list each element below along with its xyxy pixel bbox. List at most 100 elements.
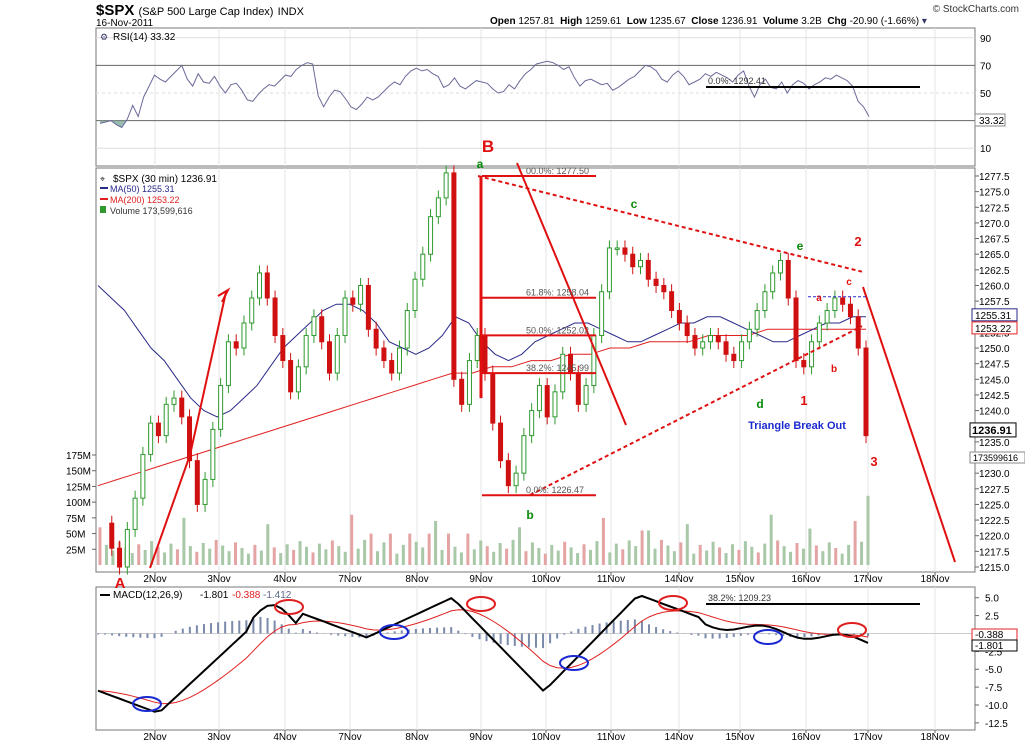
volume-bar bbox=[647, 530, 651, 565]
candle-body bbox=[218, 385, 224, 430]
fib-level-label: 38.2%: 1245.99 bbox=[526, 363, 589, 373]
candle-body bbox=[194, 460, 200, 505]
candle-body bbox=[451, 172, 457, 380]
macd-histogram-bar bbox=[224, 621, 227, 634]
crossover-circle bbox=[837, 622, 867, 638]
volume-bar bbox=[421, 547, 425, 565]
volume-bar bbox=[182, 517, 186, 565]
price-tick-label: 1217.5 bbox=[979, 547, 1010, 558]
wave-label-a: a bbox=[477, 157, 484, 171]
macd-histogram-bar bbox=[139, 633, 142, 638]
candle-body bbox=[770, 272, 776, 293]
chevron-down-icon[interactable]: ▾ bbox=[921, 16, 927, 27]
macd-histogram-bar bbox=[301, 629, 304, 634]
volume-bar bbox=[517, 527, 521, 565]
candle-body bbox=[311, 316, 317, 337]
volume-bar bbox=[343, 551, 347, 565]
macd-histogram-bar bbox=[527, 633, 530, 648]
candle-body bbox=[824, 310, 830, 324]
candle-body bbox=[653, 278, 659, 286]
wave-label-sub-b: b bbox=[831, 364, 837, 375]
close-label: Close bbox=[691, 16, 719, 27]
volume-bar bbox=[305, 546, 309, 565]
volume-bar bbox=[104, 544, 108, 565]
macd-histogram-bar bbox=[344, 633, 347, 637]
macd-histogram-bar bbox=[803, 633, 806, 638]
volume-bar bbox=[376, 551, 380, 565]
rsi-tick-label: 90 bbox=[980, 34, 992, 45]
wave-label-d: d bbox=[756, 397, 763, 411]
volume-bar bbox=[111, 550, 115, 565]
x-axis-label: 2Nov bbox=[143, 574, 166, 585]
volume-bar bbox=[821, 551, 825, 565]
volume-bar bbox=[363, 539, 367, 565]
candle-body bbox=[505, 460, 511, 487]
macd-histogram-bar bbox=[563, 633, 566, 635]
x-axis-label: 15Nov bbox=[726, 574, 755, 585]
price-tick-label: 1235.0 bbox=[979, 438, 1010, 449]
macd-histogram-bar bbox=[542, 633, 545, 649]
candle-body bbox=[171, 397, 177, 405]
wave-label-sub-a: a bbox=[816, 293, 822, 304]
macd-histogram-bar bbox=[337, 633, 340, 636]
candle-body bbox=[295, 366, 301, 393]
volume-bar bbox=[408, 533, 412, 565]
macd-tick-label: -10.0 bbox=[985, 701, 1008, 712]
volume-bar bbox=[234, 542, 238, 565]
volume-bar bbox=[472, 549, 476, 565]
macd-x-axis-label: 11Nov bbox=[597, 732, 625, 743]
macd-x-axis-label: 9Nov bbox=[469, 732, 492, 743]
macd-histogram-bar bbox=[697, 633, 700, 636]
candle-body bbox=[715, 335, 721, 343]
volume-legend-swatch bbox=[100, 206, 106, 213]
candle-body bbox=[840, 297, 846, 305]
volume-bar bbox=[311, 552, 315, 565]
macd-x-axis-label: 10Nov bbox=[532, 732, 561, 743]
volume-bar bbox=[743, 541, 747, 565]
price-tick-label: 1260.0 bbox=[979, 281, 1010, 292]
volume-bar bbox=[582, 544, 586, 565]
volume-bar bbox=[576, 553, 580, 565]
volume-bar bbox=[246, 553, 250, 565]
candle-body bbox=[661, 284, 667, 293]
chart-symbol: $SPX (S&P 500 Large Cap Index) INDX bbox=[96, 2, 304, 19]
candle-body bbox=[334, 335, 340, 374]
ma200-tag-box bbox=[971, 321, 1018, 335]
volume-bar bbox=[860, 541, 864, 565]
rsi-title: RSI(14) 33.32 bbox=[113, 32, 176, 43]
macd-histogram-bar bbox=[111, 633, 114, 636]
volume-legend: Volume 173,599,616 bbox=[110, 206, 193, 216]
volume-bar bbox=[259, 550, 263, 565]
candle-body bbox=[529, 410, 535, 437]
volume-bar bbox=[530, 542, 534, 565]
macd-fib-label: 38.2%: 1209.23 bbox=[708, 593, 771, 603]
volume-bar bbox=[640, 530, 644, 565]
macd-x-axis-label: 18Nov bbox=[921, 732, 950, 743]
volume-bar bbox=[485, 546, 489, 565]
volume-bar bbox=[169, 543, 173, 565]
candle-body bbox=[684, 322, 690, 337]
arrow-head-icon bbox=[217, 287, 231, 303]
volume-tick-label: 25M bbox=[66, 545, 85, 556]
volume-bar bbox=[498, 543, 502, 565]
price-tick-label: 1270.0 bbox=[979, 219, 1010, 230]
candle-body bbox=[435, 197, 441, 218]
triangle-upper-line bbox=[477, 175, 863, 273]
volume-bar bbox=[653, 548, 657, 565]
volume-bar bbox=[337, 546, 341, 565]
macd-histogram-bar bbox=[160, 633, 163, 637]
candle-body bbox=[389, 360, 395, 374]
volume-bar bbox=[388, 533, 392, 565]
candle-body bbox=[863, 347, 869, 437]
x-axis-label: 9Nov bbox=[469, 574, 492, 585]
volume-bar bbox=[840, 553, 844, 565]
macd-histogram-bar bbox=[520, 633, 523, 647]
volume-bar bbox=[401, 544, 405, 565]
macd-histogram-bar bbox=[308, 630, 311, 634]
candle-body bbox=[187, 416, 193, 462]
macd-histogram-bar bbox=[640, 620, 643, 634]
symbol-name: (S&P 500 Large Cap Index) bbox=[138, 6, 274, 18]
macd-x-axis-label: 7Nov bbox=[338, 732, 361, 743]
volume-bar bbox=[563, 541, 567, 565]
volume-bar bbox=[724, 553, 728, 565]
